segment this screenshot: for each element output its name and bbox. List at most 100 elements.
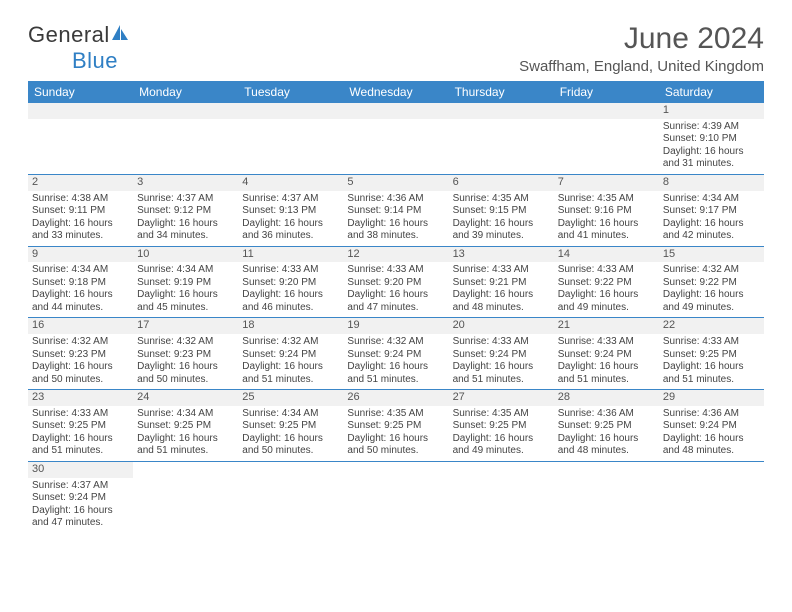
sunrise: Sunrise: 4:34 AM [242,408,339,421]
daylight: Daylight: 16 hours [347,433,444,446]
day-number: 22 [659,318,764,334]
daylight: Daylight: 16 hours [453,361,550,374]
empty-cell [449,461,554,532]
sunrise: Sunrise: 4:34 AM [32,264,129,277]
daylight2: and 45 minutes. [137,302,234,315]
day-cell: 9Sunrise: 4:34 AMSunset: 9:18 PMDaylight… [28,246,133,318]
daylight: Daylight: 16 hours [663,361,760,374]
sunset: Sunset: 9:24 PM [558,349,655,362]
sunset: Sunset: 9:21 PM [453,277,550,290]
daylight2: and 49 minutes. [558,302,655,315]
sunrise: Sunrise: 4:37 AM [242,193,339,206]
daylight: Daylight: 16 hours [663,433,760,446]
day-cell: 7Sunrise: 4:35 AMSunset: 9:16 PMDaylight… [554,174,659,246]
day-cell: 11Sunrise: 4:33 AMSunset: 9:20 PMDayligh… [238,246,343,318]
day-number: 14 [554,247,659,263]
empty-cell [133,461,238,532]
daylight: Daylight: 16 hours [453,289,550,302]
daylight: Daylight: 16 hours [347,289,444,302]
sunrise: Sunrise: 4:34 AM [663,193,760,206]
sunrise: Sunrise: 4:37 AM [137,193,234,206]
day-header: Tuesday [238,81,343,103]
daylight: Daylight: 16 hours [453,433,550,446]
daylight2: and 51 minutes. [558,374,655,387]
sunset: Sunset: 9:16 PM [558,205,655,218]
empty-cell [449,103,554,174]
sunrise: Sunrise: 4:32 AM [347,336,444,349]
sunset: Sunset: 9:22 PM [558,277,655,290]
day-number: 15 [659,247,764,263]
day-number: 26 [343,390,448,406]
day-cell: 20 Sunrise: 4:33 AMSunset: 9:24 PMDayligh… [449,318,554,390]
empty-cell [238,461,343,532]
day-cell: 1Sunrise: 4:39 AMSunset: 9:10 PMDaylight… [659,103,764,174]
sunset: Sunset: 9:18 PM [32,277,129,290]
daylight: Daylight: 16 hours [663,146,760,159]
sunset: Sunset: 9:20 PM [242,277,339,290]
daylight2: and 51 minutes. [663,374,760,387]
day-cell: 22Sunrise: 4:33 AMSunset: 9:25 PMDayligh… [659,318,764,390]
empty-cell [28,103,133,174]
sunrise: Sunrise: 4:33 AM [453,264,550,277]
day-header: Sunday [28,81,133,103]
sunset: Sunset: 9:24 PM [32,492,129,505]
sunrise: Sunrise: 4:33 AM [453,336,550,349]
daylight: Daylight: 16 hours [32,361,129,374]
day-number: 6 [449,175,554,191]
daylight2: and 33 minutes. [32,230,129,243]
daylight: Daylight: 16 hours [137,361,234,374]
sunset: Sunset: 9:25 PM [558,420,655,433]
daylight2: and 36 minutes. [242,230,339,243]
day-number: 24 [133,390,238,406]
day-number: 17 [133,318,238,334]
daylight: Daylight: 16 hours [137,289,234,302]
day-number: 18 [238,318,343,334]
day-number: 5 [343,175,448,191]
daylight2: and 38 minutes. [347,230,444,243]
day-cell: 17Sunrise: 4:32 AMSunset: 9:23 PMDayligh… [133,318,238,390]
day-cell: 23Sunrise: 4:33 AMSunset: 9:25 PMDayligh… [28,390,133,462]
day-header: Thursday [449,81,554,103]
daylight: Daylight: 16 hours [558,361,655,374]
day-number: 3 [133,175,238,191]
day-cell: 27Sunrise: 4:35 AMSunset: 9:25 PMDayligh… [449,390,554,462]
sunrise: Sunrise: 4:34 AM [137,264,234,277]
day-cell: 15Sunrise: 4:32 AMSunset: 9:22 PMDayligh… [659,246,764,318]
empty-cell [659,461,764,532]
daylight: Daylight: 16 hours [32,218,129,231]
daylight: Daylight: 16 hours [663,218,760,231]
daylight2: and 48 minutes. [453,302,550,315]
sunrise: Sunrise: 4:32 AM [32,336,129,349]
sunrise: Sunrise: 4:34 AM [137,408,234,421]
daylight: Daylight: 16 hours [453,218,550,231]
daylight2: and 51 minutes. [32,445,129,458]
sunset: Sunset: 9:22 PM [663,277,760,290]
day-number: 8 [659,175,764,191]
daylight: Daylight: 16 hours [347,361,444,374]
day-number: 30 [28,462,133,478]
sunset: Sunset: 9:20 PM [347,277,444,290]
daylight: Daylight: 16 hours [242,218,339,231]
sunset: Sunset: 9:23 PM [32,349,129,362]
sunrise: Sunrise: 4:33 AM [558,264,655,277]
sunrise: Sunrise: 4:33 AM [558,336,655,349]
sunrise: Sunrise: 4:32 AM [137,336,234,349]
daylight: Daylight: 16 hours [32,505,129,518]
sunset: Sunset: 9:24 PM [453,349,550,362]
sunset: Sunset: 9:12 PM [137,205,234,218]
day-header: Friday [554,81,659,103]
daylight2: and 49 minutes. [663,302,760,315]
day-cell: 6Sunrise: 4:35 AMSunset: 9:15 PMDaylight… [449,174,554,246]
day-header: Wednesday [343,81,448,103]
logo-sail-icon [110,24,130,42]
day-number: 1 [659,103,764,119]
sunrise: Sunrise: 4:35 AM [347,408,444,421]
daylight2: and 50 minutes. [242,445,339,458]
day-number: 20 [449,318,554,334]
sunset: Sunset: 9:25 PM [663,349,760,362]
day-cell: 12Sunrise: 4:33 AMSunset: 9:20 PMDayligh… [343,246,448,318]
empty-cell [343,461,448,532]
day-number: 11 [238,247,343,263]
calendar-table: SundayMondayTuesdayWednesdayThursdayFrid… [28,81,764,533]
sunrise: Sunrise: 4:36 AM [558,408,655,421]
